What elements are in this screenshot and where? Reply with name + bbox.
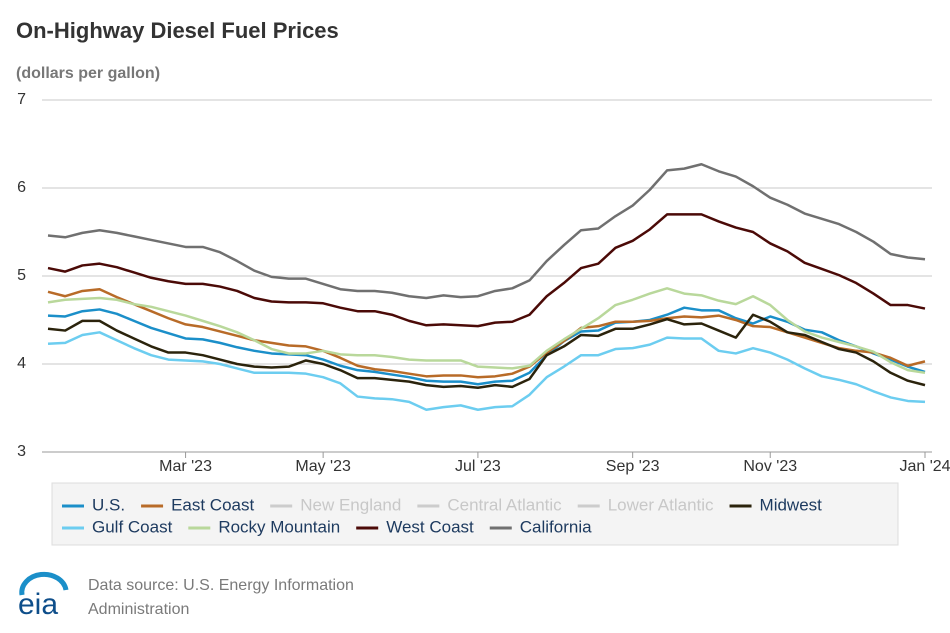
legend-box [51,482,899,546]
x-tick-label: Jul '23 [455,458,501,475]
legend-label: Midwest [760,495,823,514]
y-tick-label: 5 [17,267,26,284]
series-line [47,331,926,412]
series-line [47,306,926,386]
series-line [47,287,926,375]
x-tick-label: May '23 [295,458,351,475]
x-tick-label: Nov '23 [743,458,797,475]
legend-label: West Coast [386,517,474,536]
series-line [47,162,926,300]
legend-label: Lower Atlantic [608,495,714,514]
logo-arc [19,571,69,596]
y-tick-label: 4 [17,355,26,372]
legend-label: New England [300,495,401,514]
legend-label: Gulf Coast [92,517,173,536]
legend-label: Rocky Mountain [218,517,340,536]
legend-label: East Coast [171,495,254,514]
x-tick-label: Mar '23 [159,458,212,475]
series-line [47,313,926,390]
x-tick-label: Sep '23 [606,458,660,475]
legend-label: U.S. [92,495,125,514]
x-tick-label: Jan '24 [899,458,950,475]
legend-label: Central Atlantic [447,495,562,514]
y-tick-label: 6 [17,179,26,196]
source-note: Data source: U.S. Energy Information Adm… [88,577,354,618]
y-tick-label: 3 [17,443,26,460]
chart-subtitle: (dollars per gallon) [16,65,160,82]
y-tick-label: 7 [17,91,26,108]
logo: eia [18,588,58,621]
chart-title: On-Highway Diesel Fuel Prices [16,18,339,43]
legend-label: California [520,517,592,536]
series-line [47,213,926,328]
series-line [47,287,926,379]
